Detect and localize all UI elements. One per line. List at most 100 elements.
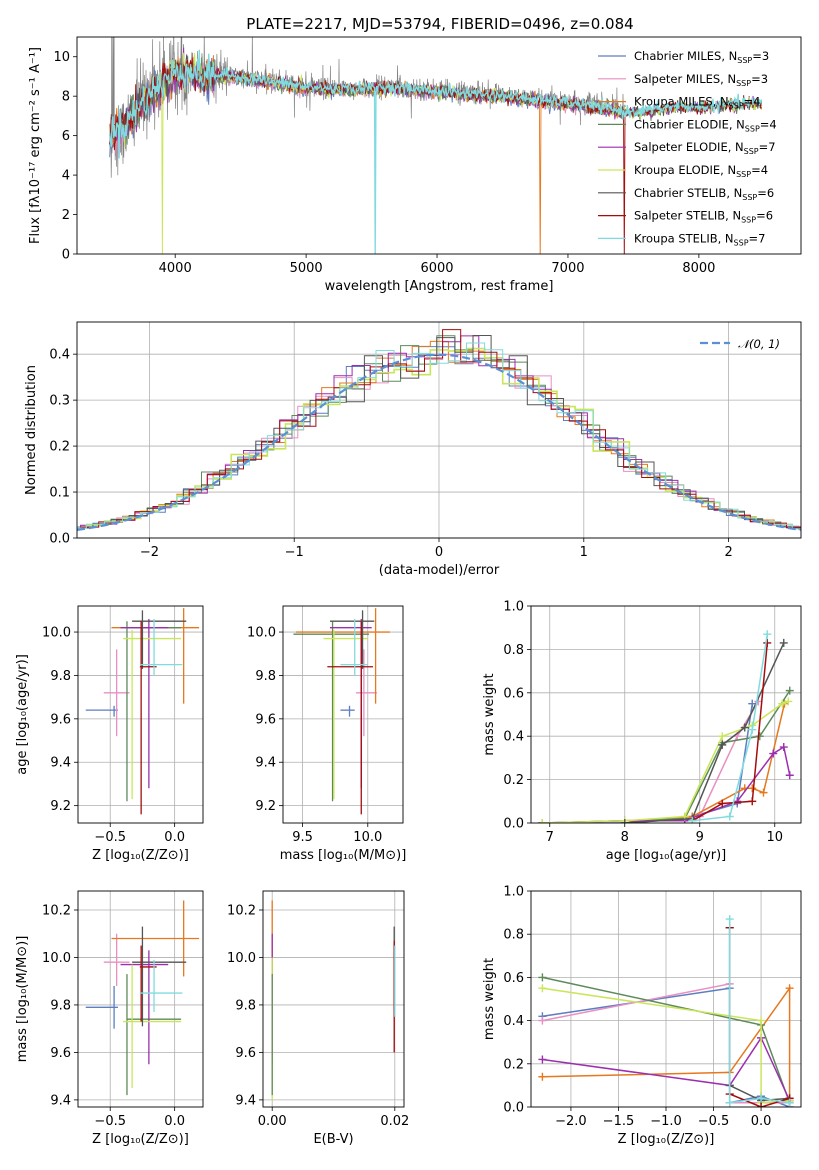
y-tick-label: 0.6	[503, 971, 524, 986]
y-tick-label: 0.3	[49, 394, 70, 409]
errorbar-kroupa-elodie	[123, 629, 182, 800]
errorbar-kroupa-miles	[296, 608, 390, 704]
histogram-kroupa-stelib	[77, 342, 801, 530]
data-point	[748, 699, 757, 708]
errorbar-kroupa-elodie	[123, 964, 182, 1089]
y-axis-label: mass weight	[482, 958, 497, 1040]
data-point	[748, 797, 757, 806]
data-point	[740, 723, 749, 732]
data-point	[785, 984, 794, 993]
histogram-chabrier-elodie	[77, 335, 801, 530]
legend-entry: Kroupa ELODIE, NSSP=4	[634, 163, 768, 179]
histogram-salpeter-stelib	[77, 329, 801, 530]
axes-frame	[530, 890, 802, 1108]
errorbar-kroupa-miles	[111, 608, 200, 704]
y-axis-label: Flux [fλ10⁻¹⁷ erg cm⁻² s⁻¹ A⁻¹]	[28, 47, 43, 244]
data-point	[778, 699, 787, 708]
plot-area	[85, 900, 200, 1096]
data-point	[688, 816, 697, 823]
plot-area	[293, 608, 390, 815]
x-tick-label: −1.0	[650, 1114, 682, 1129]
x-tick-label: −0.5	[698, 1114, 730, 1129]
x-tick-label: 0.0	[164, 1114, 185, 1129]
legend-entry: Kroupa MILES, NSSP=4	[634, 95, 760, 111]
y-tick-label: 0.2	[503, 1057, 524, 1072]
errorbar-chabrier-stelib	[329, 610, 375, 669]
y-tick-label: 10.0	[42, 626, 71, 641]
data-point	[733, 797, 742, 806]
data-point	[725, 915, 734, 924]
y-axis-label: mass [log₁₀(M/M⊙)]	[15, 936, 30, 1063]
data-point	[748, 784, 757, 793]
legend-entry: Salpeter ELODIE, NSSP=7	[634, 140, 776, 156]
y-tick-label: 9.8	[255, 669, 276, 684]
errorbar-salpeter-miles	[103, 933, 130, 986]
residuals-legend: 𝒩(0, 1)	[700, 337, 780, 351]
errorbar-salpeter-elodie	[120, 619, 169, 789]
axes-frame	[282, 605, 404, 824]
legend-entry: Chabrier ELODIE, NSSP=4	[634, 117, 777, 133]
errorbar-kroupa-stelib	[340, 619, 368, 676]
data-point	[763, 630, 772, 639]
errorbar-kroupa-stelib	[139, 959, 183, 1013]
plot-area	[271, 900, 396, 1100]
model-spectrum-kroupa-stelib	[109, 49, 763, 254]
axes-frame	[77, 605, 204, 824]
x-tick-label: 0.00	[258, 1114, 287, 1129]
y-tick-label: 9.2	[255, 799, 276, 814]
panel-age_vs_Z: −0.5 0.0 9.2 9.4 9.6 9.8 10.0 Z [log₁₀(Z/Z⊙)] ag…	[15, 605, 204, 863]
errorbar-kroupa-stelib	[139, 619, 183, 676]
data-point	[757, 1016, 766, 1025]
x-axis-label: Z [log₁₀(Z/Z⊙)]	[92, 848, 189, 863]
data-point	[718, 732, 727, 741]
data-point	[538, 973, 547, 982]
data-point	[785, 686, 794, 695]
y-tick-label: 0.4	[49, 348, 70, 363]
x-tick-label: 5000	[290, 261, 323, 276]
y-tick-label: 0.2	[503, 773, 524, 788]
y-tick-label: 0.8	[503, 928, 524, 943]
y-axis-label: mass weight	[482, 673, 497, 755]
x-tick-label: −1	[285, 545, 304, 560]
x-tick-label: −0.5	[94, 1114, 126, 1129]
data-point	[784, 697, 793, 706]
data-point	[538, 984, 547, 993]
axes-frame	[262, 890, 405, 1108]
legend-entry: 𝒩(0, 1)	[738, 337, 780, 351]
x-axis-label: (data-model)/error	[379, 563, 500, 578]
x-tick-label: 0.02	[380, 1114, 409, 1129]
panel-mass_vs_Z: −0.5 0.0 9.4 9.6 9.8 10.0 10.2 Z [log₁₀(Z/Z⊙)] m…	[15, 890, 204, 1147]
y-tick-label: 9.6	[50, 712, 71, 727]
panel-massweight_vs_Z: −2.0 −1.5 −1.0 −0.5 0.0 0.0 0.2 0.4 0.6 0.8 1.0 Z […	[482, 885, 802, 1147]
plot-area	[538, 915, 794, 1107]
errorbar-salpeter-elodie	[329, 619, 372, 789]
y-tick-label: 1.0	[503, 885, 524, 900]
y-tick-label: 9.6	[255, 712, 276, 727]
x-tick-label: −2.0	[555, 1114, 587, 1129]
x-tick-label: 0.0	[751, 1114, 772, 1129]
data-point	[785, 1098, 794, 1107]
data-point	[718, 799, 727, 808]
data-point	[759, 788, 768, 797]
y-tick-label: 10.2	[42, 903, 71, 918]
y-tick-label: 10.0	[227, 951, 256, 966]
plot-area	[109, 37, 763, 254]
y-tick-label: 0.0	[503, 817, 524, 832]
y-tick-label: 4	[62, 169, 70, 184]
errorbar-chabrier-miles	[85, 985, 118, 1029]
histogram-chabrier-stelib	[77, 335, 801, 530]
y-tick-label: 9.4	[255, 756, 276, 771]
plot-area	[77, 329, 801, 531]
y-tick-label: 0.8	[503, 643, 524, 658]
data-point	[779, 638, 788, 647]
y-tick-label: 10.0	[42, 951, 71, 966]
legend-entry: Chabrier MILES, NSSP=3	[634, 49, 769, 65]
data-point	[757, 1094, 766, 1103]
panel-mass_vs_ebv: 0.00 0.02 9.4 9.6 9.8 10.0 10.2 E(B-V)	[227, 890, 409, 1147]
data-point	[769, 749, 778, 758]
data-point	[538, 1055, 547, 1064]
y-tick-label: 9.4	[50, 1093, 71, 1108]
y-tick-label: 6	[62, 129, 70, 144]
errorbar-salpeter-stelib	[327, 621, 373, 815]
x-tick-label: −0.5	[94, 830, 126, 845]
